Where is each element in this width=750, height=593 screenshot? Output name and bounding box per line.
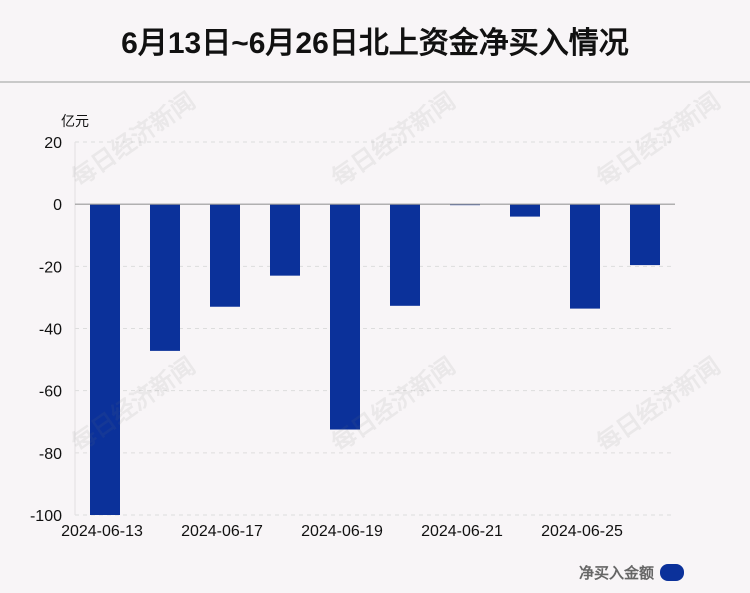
legend-swatch: [660, 564, 684, 581]
bar: [90, 204, 120, 515]
bar: [270, 204, 300, 276]
y-tick-label: 0: [53, 197, 62, 214]
bar: [330, 204, 360, 430]
bar: [210, 204, 240, 307]
x-tick-label: 2024-06-21: [421, 523, 503, 540]
y-tick-label: -20: [39, 259, 62, 276]
bar: [390, 204, 420, 306]
x-tick-label: 2024-06-19: [301, 523, 383, 540]
legend-label: 净买入金额: [578, 565, 654, 582]
y-tick-label: -40: [39, 322, 62, 339]
y-tick-label: -80: [39, 446, 62, 463]
x-tick-label: 2024-06-13: [61, 523, 143, 540]
bar: [570, 204, 600, 309]
bar: [510, 204, 540, 217]
title-divider: [0, 81, 750, 83]
bar: [630, 204, 660, 266]
x-tick-label: 2024-06-25: [541, 523, 623, 540]
bar: [150, 204, 180, 351]
y-tick-label: -100: [30, 508, 62, 525]
x-tick-label: 2024-06-17: [181, 523, 263, 540]
legend: 净买入金额: [579, 562, 684, 583]
chart-title: 6月13日~6月26日北上资金净买入情况: [121, 27, 629, 60]
y-tick-label: 20: [44, 135, 62, 152]
y-axis-label: 亿元: [61, 113, 89, 129]
y-tick-label: -60: [39, 384, 62, 401]
